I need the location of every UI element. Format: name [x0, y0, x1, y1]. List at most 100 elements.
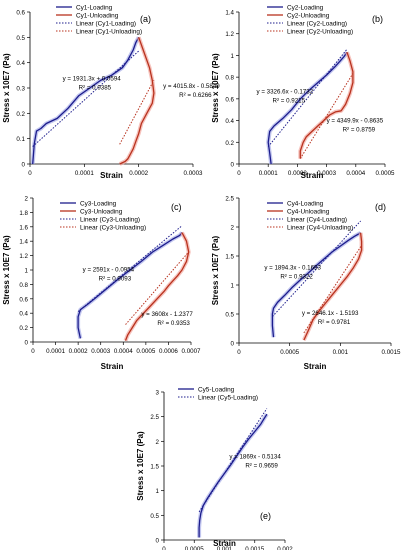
y-axis-title: Stress x 10E7 (Pa): [211, 53, 220, 123]
x-tick-label: 0.0015: [382, 349, 401, 356]
series-line: [267, 51, 348, 165]
y-axis-title: Stress x 10E7 (Pa): [2, 53, 11, 123]
r-squared-label: R² = 0.9322: [280, 273, 313, 280]
y-tick-label: 1.2: [225, 31, 234, 38]
series-line: [198, 413, 268, 538]
r-squared-label: R² = 0.8759: [343, 127, 376, 134]
y-tick-label: 0.4: [225, 118, 234, 125]
series-line: [77, 232, 183, 339]
y-tick-label: 1: [231, 283, 235, 290]
r-squared-label: R² = 0.9093: [99, 275, 132, 282]
r-squared-label: R² = 0.9385: [79, 84, 112, 91]
panel-label: (c): [171, 202, 182, 212]
chart-panel-c: (c) 0 0.2 0.4 0.6 0.8 1 1.2 1.4 1.6 1.8 2 0 0.0001 0.…: [2, 196, 201, 372]
legend-entry: Linear (Cy1-Loading): [76, 20, 136, 27]
y-tick-label: 0.8: [225, 75, 234, 82]
regression-equation: y = 1894.3x - 0.1693: [264, 264, 321, 271]
series-fit-line: [303, 245, 363, 334]
x-tick-label: 0.0005: [136, 348, 155, 355]
y-tick-label: 2: [25, 196, 29, 203]
regression-equation: y = 4349.9x - 0.8635: [327, 118, 384, 125]
x-tick-label: 0.0002: [129, 170, 148, 177]
legend-entry: Linear (Cy2-Unloading): [287, 28, 353, 35]
x-tick-label: 0.002: [277, 546, 293, 550]
legend-entry: Cy3-Loading: [80, 200, 117, 207]
legend-entry: Cy2-Loading: [287, 4, 324, 11]
legend-entry: Cy1-Loading: [76, 4, 113, 11]
x-tick-label: 0: [237, 349, 241, 356]
r-squared-label: R² = 0.9781: [318, 319, 351, 326]
y-tick-label: 0.2: [16, 111, 25, 118]
y-tick-label: 1.5: [225, 254, 234, 261]
regression-equation: y = 1869x - 0.5134: [229, 454, 281, 461]
y-tick-label: 0.4: [16, 60, 25, 67]
y-tick-label: 1.6: [19, 224, 28, 231]
y-tick-label: 1.5: [150, 464, 159, 471]
x-axis-title: Strain: [213, 539, 236, 548]
y-tick-label: 0.1: [16, 136, 25, 143]
x-tick-label: 0: [237, 170, 241, 177]
x-tick-label: 0.0005: [280, 349, 299, 356]
x-tick-label: 0.0006: [159, 348, 178, 355]
y-tick-label: 0: [231, 162, 235, 169]
x-axis-title: Strain: [304, 362, 327, 371]
legend-entry: Linear (Cy3-Unloading): [80, 224, 146, 231]
r-squared-label: R² = 0.9659: [245, 463, 278, 470]
legend-entry: Cy1-Unloading: [76, 12, 119, 19]
y-tick-label: 1: [231, 53, 235, 60]
y-tick-label: 1.4: [225, 10, 234, 17]
x-tick-label: 0.0001: [75, 170, 94, 177]
series-line: [32, 36, 140, 165]
series-fit-line: [125, 251, 190, 325]
series-fit-line: [77, 225, 183, 312]
y-tick-label: 2: [156, 439, 160, 446]
series-fit-line: [32, 50, 140, 147]
y-tick-label: 0.5: [16, 35, 25, 42]
series-halo: [197, 413, 269, 538]
regression-equation: y = 3608x - 1.2377: [141, 311, 193, 318]
legend-entry: Linear (Cy2-Loading): [287, 20, 347, 27]
x-axis-title: Strain: [100, 171, 123, 180]
legend-entry: Linear (Cy1-Unloading): [76, 28, 142, 35]
x-tick-label: 0: [31, 348, 35, 355]
x-axis-title: Strain: [101, 362, 124, 371]
legend-entry: Cy4-Unloading: [287, 208, 330, 215]
y-tick-label: 2.5: [225, 196, 234, 203]
legend-entry: Linear (Cy5-Loading): [198, 394, 258, 401]
y-axis-title: Stress x 10E7 (Pa): [2, 235, 11, 305]
y-tick-label: 0.3: [16, 86, 25, 93]
x-axis-title: Strain: [301, 171, 324, 180]
x-tick-label: 0.0003: [91, 348, 110, 355]
x-tick-label: 0: [162, 546, 166, 550]
x-tick-label: 0.0005: [185, 546, 204, 550]
legend-entry: Linear (Cy4-Unloading): [287, 224, 353, 231]
r-squared-label: R² = 0.9215: [273, 97, 306, 104]
series-line: [124, 232, 190, 341]
legend-entry: Cy4-Loading: [287, 200, 324, 207]
y-tick-label: 1.4: [19, 239, 28, 246]
series-halo: [30, 36, 141, 165]
x-tick-label: 0.0015: [245, 546, 264, 550]
y-tick-label: 1.2: [19, 253, 28, 260]
series-fit-line: [198, 408, 268, 513]
r-squared-label: R² = 0.9353: [157, 320, 190, 327]
y-tick-label: 0: [25, 340, 29, 347]
regression-equation: y = 2591x - 0.0954: [83, 266, 135, 273]
y-axis-title: Stress x 10E7 (Pa): [211, 235, 220, 305]
legend-entry: Linear (Cy3-Loading): [80, 216, 140, 223]
series-line: [119, 37, 155, 165]
y-tick-label: 1.8: [19, 210, 28, 217]
series-fit-line: [272, 220, 361, 317]
y-tick-label: 0.6: [225, 96, 234, 103]
y-tick-label: 0.6: [19, 296, 28, 303]
y-tick-label: 0.2: [225, 140, 234, 147]
y-tick-label: 0: [22, 162, 26, 169]
chart-panel-a: (a) 0 0.1 0.2 0.3 0.4 0.5 0.6 0 0.0001 0.0002 0.00…: [2, 4, 220, 180]
chart-panel-b: (b) 0 0.2 0.4 0.6 0.8 1 1.2 1.4 0 0.0001 0.0002 0.0…: [211, 4, 395, 180]
x-tick-label: 0.0003: [317, 170, 336, 177]
r-squared-label: R² = 0.6266: [179, 92, 212, 99]
x-tick-label: 0.001: [333, 349, 349, 356]
legend-entry: Cy5-Loading: [198, 386, 235, 393]
x-tick-label: 0.0004: [114, 348, 133, 355]
